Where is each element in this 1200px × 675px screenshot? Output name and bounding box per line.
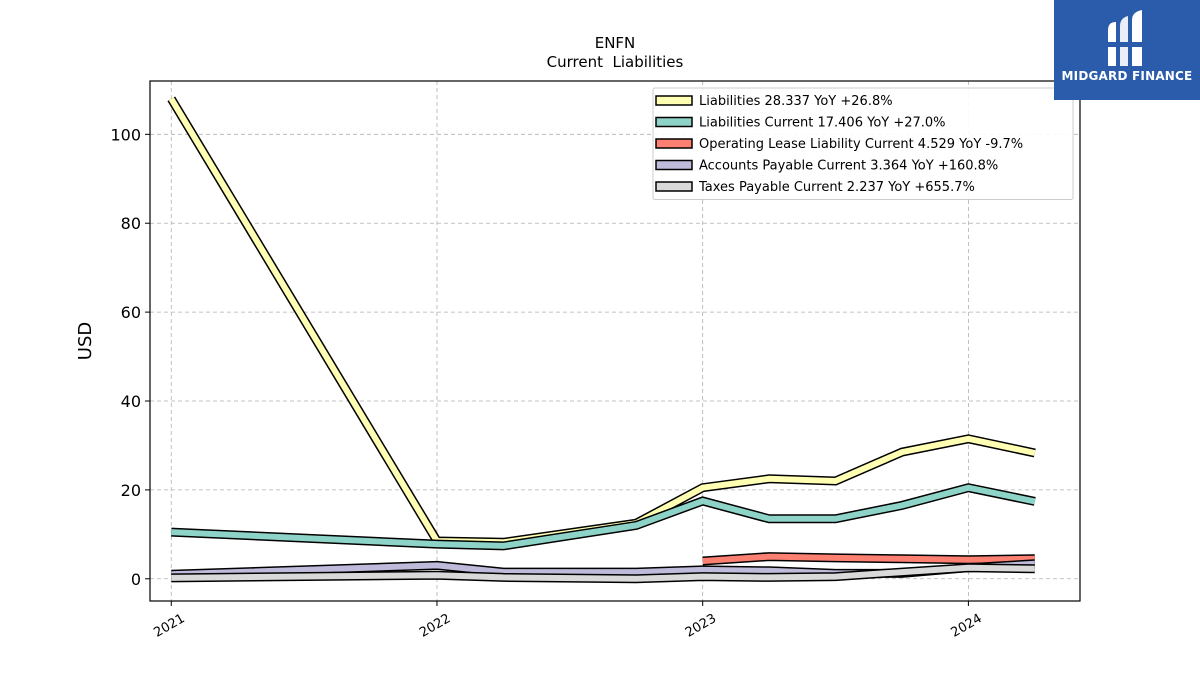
y-tick-label: 20 — [121, 481, 141, 500]
y-tick-label: 80 — [121, 214, 141, 233]
plot-frame — [149, 80, 1081, 602]
legend-label: Taxes Payable Current 2.237 YoY +655.7% — [698, 180, 975, 195]
legend-swatch — [655, 116, 693, 128]
y-tick-label: 100 — [110, 125, 141, 144]
series-line — [171, 484, 1036, 549]
legend-label: Liabilities Current 17.406 YoY +27.0% — [699, 116, 946, 131]
y-tick-label: 0 — [131, 570, 141, 589]
legend-item: Liabilities Current 17.406 YoY +27.0% — [655, 116, 946, 131]
legend-item: Operating Lease Liability Current 4.529 … — [655, 137, 1023, 152]
x-tick-label: 2022 — [417, 611, 453, 641]
chart-subtitle: Current Liabilities — [547, 53, 684, 71]
legend-swatch — [655, 181, 693, 192]
brand-logo: MIDGARD FINANCE — [1054, 0, 1200, 100]
series-operating-lease-liability-current — [702, 552, 1035, 566]
legend-swatch — [655, 159, 693, 171]
brand-logo-mark-icon — [1106, 10, 1146, 66]
series-taxes-payable-current — [171, 563, 1035, 584]
y-tick-label: 60 — [121, 303, 141, 322]
legend-item: Taxes Payable Current 2.237 YoY +655.7% — [655, 180, 975, 195]
legend-item: Accounts Payable Current 3.364 YoY +160.… — [655, 159, 998, 174]
x-tick-label: 2023 — [683, 611, 719, 641]
legend-label: Liabilities 28.337 YoY +26.8% — [699, 94, 893, 109]
legend: Liabilities 28.337 YoY +26.8% Liabilities… — [652, 87, 1074, 200]
x-tick-label: 2021 — [151, 611, 187, 641]
series-line — [702, 553, 1035, 564]
series-line — [171, 564, 1035, 582]
y-tick-label: 40 — [121, 392, 141, 411]
series-lines — [167, 96, 1036, 584]
legend-swatch — [655, 138, 693, 149]
series-liabilities-current — [171, 483, 1036, 551]
axis-ticks: 2021 2022 2023 2024 0 20 40 60 80 100 — [110, 125, 984, 640]
legend-swatch — [655, 95, 693, 106]
chart-title: ENFN — [595, 34, 636, 52]
y-axis-label: USD — [75, 322, 96, 360]
x-tick-label: 2024 — [949, 611, 985, 641]
legend-label: Operating Lease Liability Current 4.529 … — [699, 137, 1023, 152]
brand-logo-text: MIDGARD FINANCE — [1061, 69, 1193, 83]
legend-item: Liabilities 28.337 YoY +26.8% — [655, 94, 893, 109]
legend-label: Accounts Payable Current 3.364 YoY +160.… — [699, 159, 998, 174]
legend-box — [652, 87, 1074, 200]
